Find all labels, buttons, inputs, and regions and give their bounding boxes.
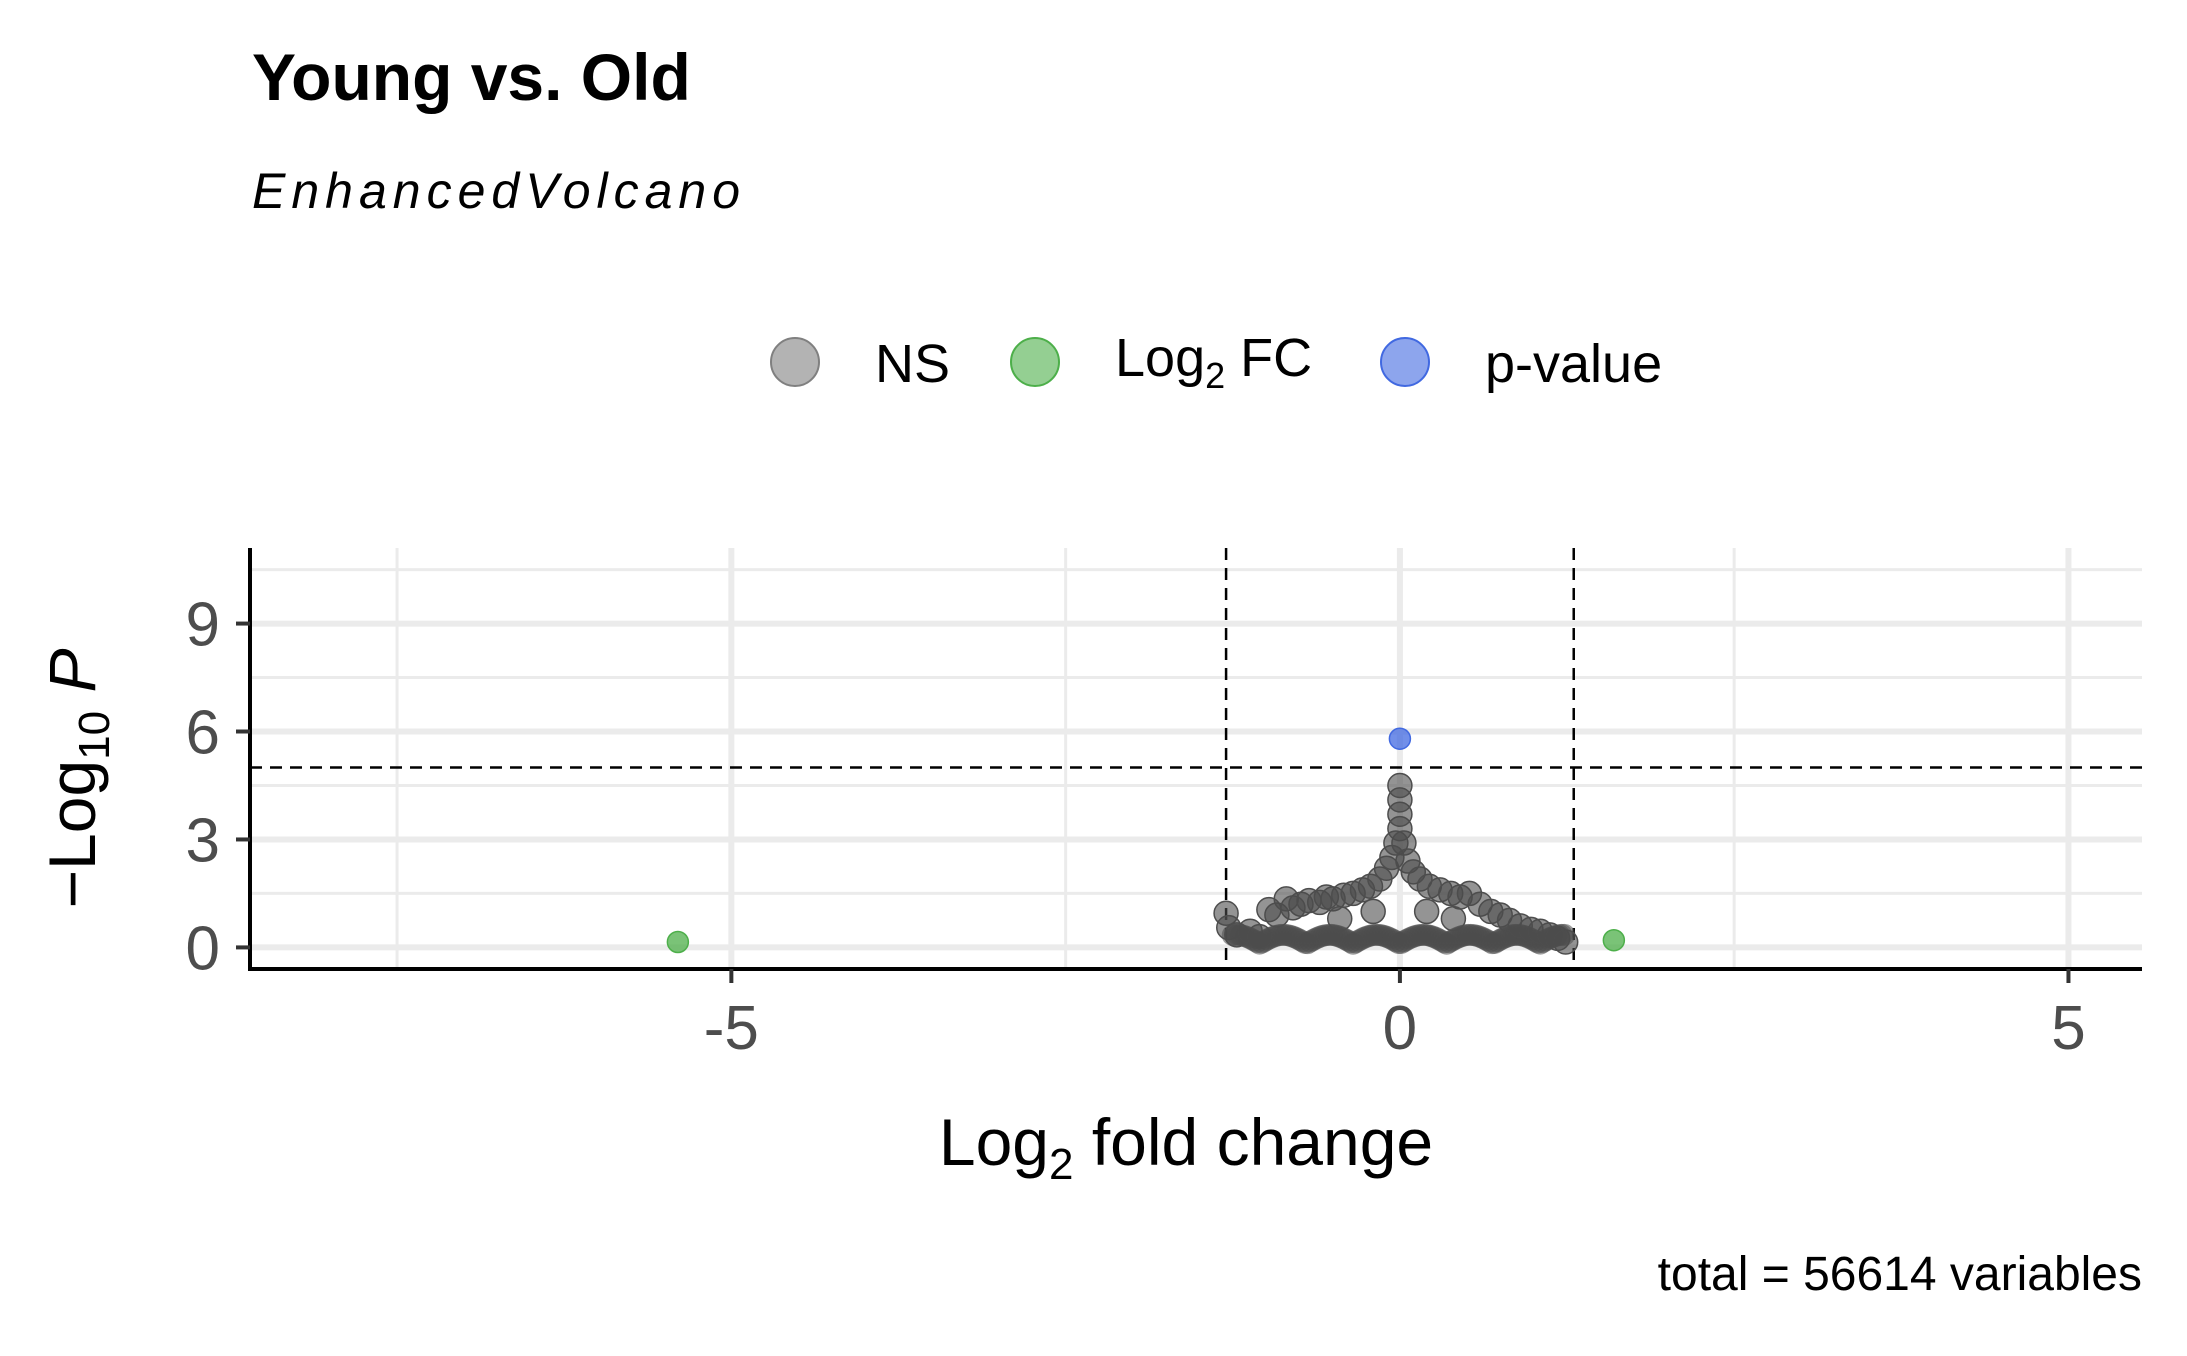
p-value-point — [1388, 727, 1412, 750]
y-tick-label: 3 — [186, 806, 220, 875]
legend-label-ns: NS — [875, 334, 950, 394]
ns-point — [1246, 923, 1273, 950]
chart-caption: total = 56614 variables — [1658, 1248, 2142, 1301]
grid — [250, 548, 2142, 969]
legend-label-p: p-value — [1485, 334, 1662, 394]
chart-subtitle: EnhancedVolcano — [252, 163, 746, 219]
ns-point — [1413, 898, 1440, 925]
fc-point — [666, 930, 690, 954]
ns-point — [1326, 905, 1353, 932]
x-tick-label: -5 — [704, 994, 759, 1063]
x-axis-title: Log2 fold change — [939, 1105, 1433, 1189]
cutoff-lines — [250, 548, 2142, 969]
fc-point — [1602, 928, 1626, 952]
y-axis-title: −Log10 P — [35, 649, 119, 909]
ns-point — [1440, 905, 1467, 932]
legend: NS Log2 FC p-value — [770, 328, 1662, 396]
legend-marker-fc — [1010, 337, 1060, 387]
y-tick-label: 0 — [186, 914, 220, 983]
y-tick-label: 6 — [186, 699, 220, 768]
ns-point — [1387, 772, 1413, 799]
x-tick-label: 5 — [2051, 994, 2085, 1063]
axes: -5 0 5 0 3 6 9 Log2 fold change −Log10 P — [35, 548, 2142, 1189]
legend-label-fc: Log2 FC — [1115, 328, 1312, 396]
y-tick-label: 9 — [186, 591, 220, 660]
ns-point — [1360, 898, 1386, 925]
chart-title: Young vs. Old — [252, 40, 691, 114]
ns-point — [1552, 929, 1579, 955]
legend-marker-p — [1380, 337, 1430, 387]
data-points — [666, 727, 1626, 955]
legend-marker-ns — [770, 337, 820, 387]
x-tick-label: 0 — [1383, 994, 1417, 1063]
